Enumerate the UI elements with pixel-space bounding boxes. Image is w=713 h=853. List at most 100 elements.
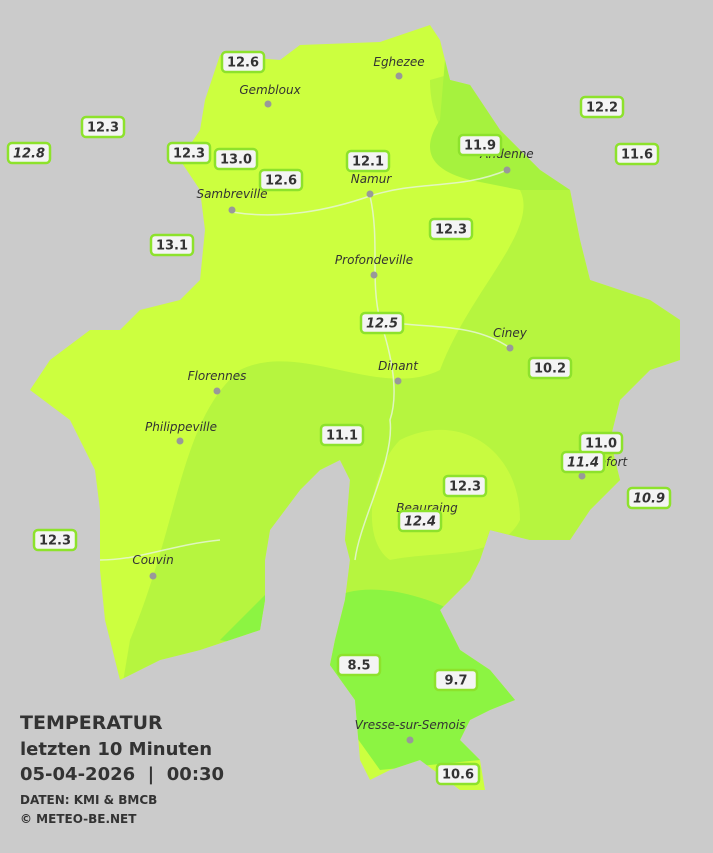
station-box <box>614 142 660 166</box>
station-box <box>626 486 672 510</box>
city-dot <box>149 572 157 580</box>
station-box <box>258 168 304 192</box>
station-box <box>560 450 606 474</box>
city-dot <box>176 437 184 445</box>
station-box <box>32 528 78 552</box>
station: 13.1 <box>149 233 195 257</box>
station-value: 12.6 <box>265 174 297 189</box>
station-value: 12.6 <box>227 56 259 71</box>
station: 11.9 <box>457 133 503 157</box>
station: 12.6 <box>220 50 266 74</box>
city-dot <box>394 377 402 385</box>
station: 12.4 <box>397 509 443 533</box>
station-value: 9.7 <box>444 674 467 689</box>
station-value: 11.0 <box>585 437 617 452</box>
station-value: 11.4 <box>567 456 599 471</box>
station: 12.6 <box>258 168 304 192</box>
station-box <box>149 233 195 257</box>
station: 12.5 <box>359 311 405 335</box>
city-dot <box>506 344 514 352</box>
station-box <box>336 653 382 677</box>
city-name: Eghezee <box>373 55 424 69</box>
station-box <box>397 509 443 533</box>
city-name: Vresse-sur-Semois <box>355 718 466 732</box>
city-name: Florennes <box>188 369 247 383</box>
copyright: © METEO-BE.NET <box>20 812 137 826</box>
station-box <box>6 141 52 165</box>
station: 12.8 <box>6 141 52 165</box>
station-value: 10.9 <box>633 492 665 507</box>
datetime: 05-04-2026 | 00:30 <box>20 764 224 785</box>
station-value: 10.2 <box>534 362 566 377</box>
station-value: 12.3 <box>449 480 481 495</box>
station-box <box>319 423 365 447</box>
city-name: Sambreville <box>196 187 267 201</box>
station-value: 11.6 <box>621 148 653 163</box>
station-value: 12.3 <box>39 534 71 549</box>
city-dot <box>366 190 374 198</box>
city-dot <box>578 472 586 480</box>
city-name: Ciney <box>493 326 528 340</box>
city-name: Profondeville <box>335 253 413 267</box>
station-value: 11.9 <box>464 139 496 154</box>
station-box <box>428 217 474 241</box>
station: 11.6 <box>614 142 660 166</box>
station-value: 11.1 <box>326 429 358 444</box>
station: 10.2 <box>527 356 573 380</box>
station: 9.7 <box>433 668 479 692</box>
city-dot <box>503 166 511 174</box>
station: 10.6 <box>435 762 481 786</box>
station: 12.3 <box>80 115 126 139</box>
station: 8.5 <box>336 653 382 677</box>
subtitle: letzten 10 Minuten <box>20 739 212 760</box>
city-dot <box>228 206 236 214</box>
station-value: 12.4 <box>404 515 436 530</box>
station-value: 12.2 <box>586 101 618 116</box>
station: 12.3 <box>442 474 488 498</box>
station-value: 12.3 <box>173 147 205 162</box>
station-value: 10.6 <box>442 768 474 783</box>
city-dot <box>213 387 221 395</box>
station-box <box>457 133 503 157</box>
station-value: 12.3 <box>435 223 467 238</box>
station-box <box>345 149 391 173</box>
station: 11.0 <box>578 431 624 455</box>
station-box <box>220 50 266 74</box>
station-box <box>433 668 479 692</box>
station-box <box>166 141 212 165</box>
city-name: Couvin <box>132 553 173 567</box>
station-value: 12.8 <box>13 147 45 162</box>
station: 12.2 <box>579 95 625 119</box>
station-value: 8.5 <box>347 659 370 674</box>
station-box <box>80 115 126 139</box>
station-box <box>579 95 625 119</box>
station-value: 12.5 <box>366 317 398 332</box>
title: TEMPERATUR <box>20 712 163 734</box>
station-value: 12.1 <box>352 155 384 170</box>
station: 12.3 <box>166 141 212 165</box>
station-value: 13.1 <box>156 239 188 254</box>
city-name: Namur <box>351 172 393 186</box>
station-box <box>213 147 259 171</box>
station: 10.9 <box>626 486 672 510</box>
station-value: 12.3 <box>87 121 119 136</box>
city-name: Philippeville <box>145 420 217 434</box>
city-dot <box>406 736 414 744</box>
station: 11.1 <box>319 423 365 447</box>
station-box <box>359 311 405 335</box>
source: DATEN: KMI & BMCB <box>20 793 157 807</box>
station: 12.1 <box>345 149 391 173</box>
station: 11.4 <box>560 450 606 474</box>
station-box <box>442 474 488 498</box>
station: 13.0 <box>213 147 259 171</box>
city-name: Dinant <box>378 359 419 373</box>
station-box <box>435 762 481 786</box>
city-dot <box>370 271 378 279</box>
station: 12.3 <box>428 217 474 241</box>
city-dot <box>395 72 403 80</box>
city-name: Gembloux <box>239 83 301 97</box>
city-dot <box>264 100 272 108</box>
station-box <box>527 356 573 380</box>
station: 12.3 <box>32 528 78 552</box>
